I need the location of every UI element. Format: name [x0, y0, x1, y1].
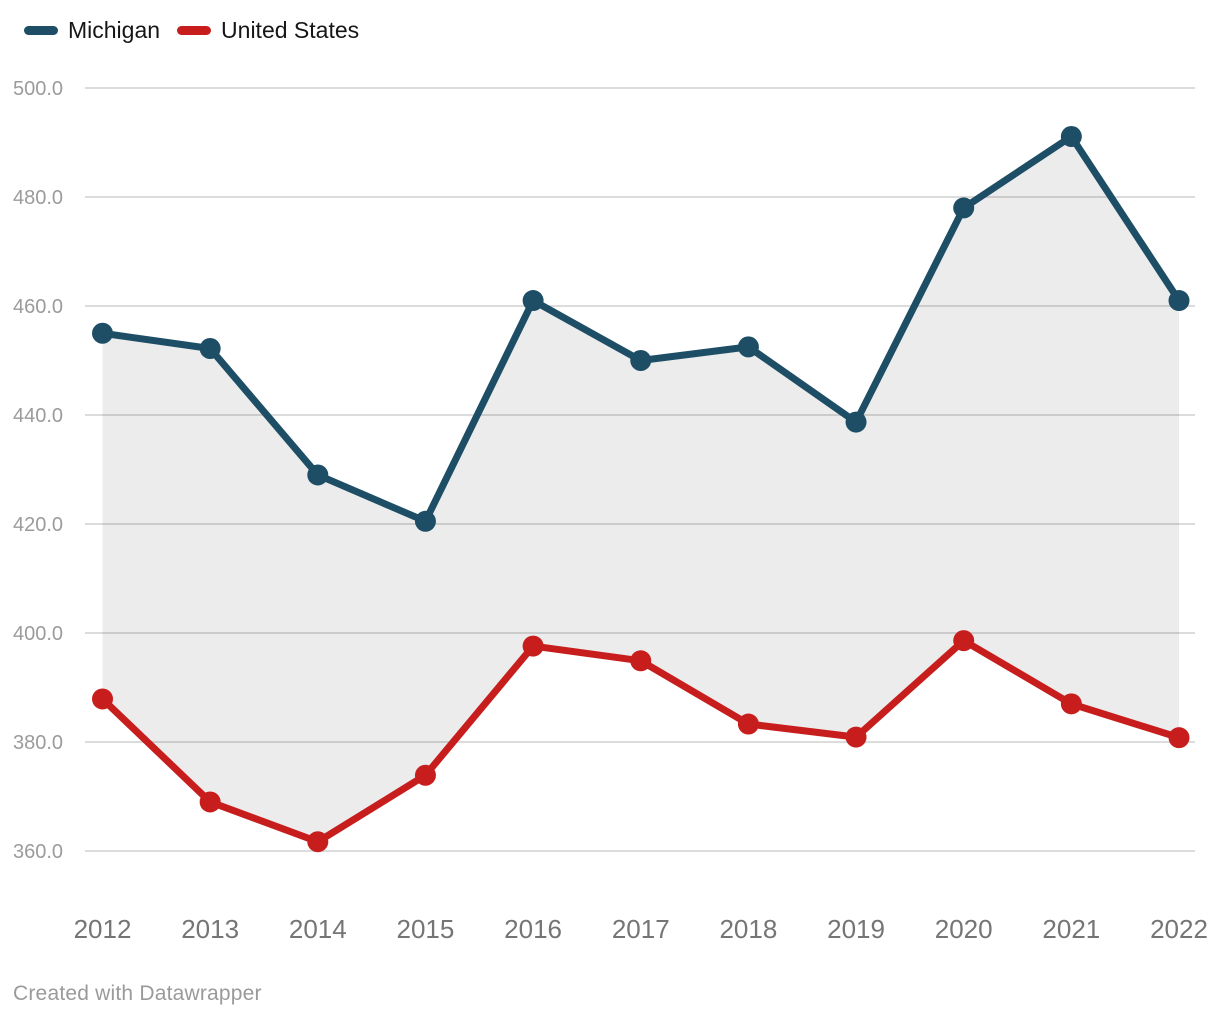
x-tick-label: 2020 [935, 914, 993, 944]
data-point-united-states-2012 [92, 688, 113, 710]
data-point-united-states-2014 [307, 831, 329, 853]
data-point-united-states-2015 [414, 764, 436, 786]
x-tick-label: 2017 [612, 914, 670, 944]
data-point-united-states-2017 [630, 650, 652, 672]
x-tick-label: 2016 [504, 914, 562, 944]
data-point-michigan-2020 [953, 197, 975, 219]
x-tick-label: 2022 [1150, 914, 1208, 944]
x-tick-label: 2019 [827, 914, 885, 944]
data-point-united-states-2021 [1060, 693, 1082, 715]
y-tick-label: 380.0 [13, 732, 63, 754]
legend-item-united-states: United States [177, 17, 359, 44]
michigan-line-swatch [24, 26, 58, 35]
data-point-michigan-2021 [1060, 126, 1082, 148]
data-point-michigan-2013 [199, 338, 221, 360]
data-point-michigan-2017 [630, 350, 652, 371]
y-tick-label: 480.0 [13, 187, 63, 209]
y-tick-label: 400.0 [13, 623, 63, 645]
data-point-michigan-2012 [92, 322, 113, 344]
area-between-series [102, 136, 1179, 842]
data-point-michigan-2015 [414, 510, 436, 532]
united-states-line-swatch [177, 26, 212, 35]
data-point-michigan-2014 [307, 464, 329, 486]
data-point-united-states-2020 [953, 630, 975, 652]
x-tick-label: 2021 [1042, 914, 1100, 944]
legend-item-michigan: Michigan [24, 17, 160, 44]
data-point-michigan-2018 [737, 336, 759, 358]
legend-label-michigan: Michigan [68, 17, 161, 43]
y-tick-label: 420.0 [13, 514, 63, 536]
data-point-united-states-2019 [845, 726, 867, 748]
data-point-united-states-2013 [199, 791, 221, 813]
y-tick-label: 460.0 [13, 296, 63, 318]
x-tick-label: 2018 [719, 914, 777, 944]
data-point-michigan-2016 [522, 290, 544, 312]
x-tick-label: 2013 [181, 914, 239, 944]
y-tick-label: 360.0 [13, 841, 63, 863]
y-tick-label: 500.0 [13, 78, 63, 100]
y-tick-label: 440.0 [13, 405, 63, 427]
data-point-michigan-2022 [1168, 290, 1190, 312]
x-tick-label: 2014 [289, 914, 347, 944]
attribution-text: Created with Datawrapper [13, 982, 262, 1005]
data-point-united-states-2022 [1168, 727, 1190, 749]
data-point-united-states-2016 [522, 635, 544, 657]
x-tick-label: 2012 [74, 914, 132, 944]
legend: Michigan United States [24, 17, 359, 44]
data-point-michigan-2019 [845, 411, 867, 433]
legend-label-united-states: United States [221, 17, 360, 43]
x-tick-label: 2015 [397, 914, 455, 944]
data-point-united-states-2018 [737, 713, 759, 735]
